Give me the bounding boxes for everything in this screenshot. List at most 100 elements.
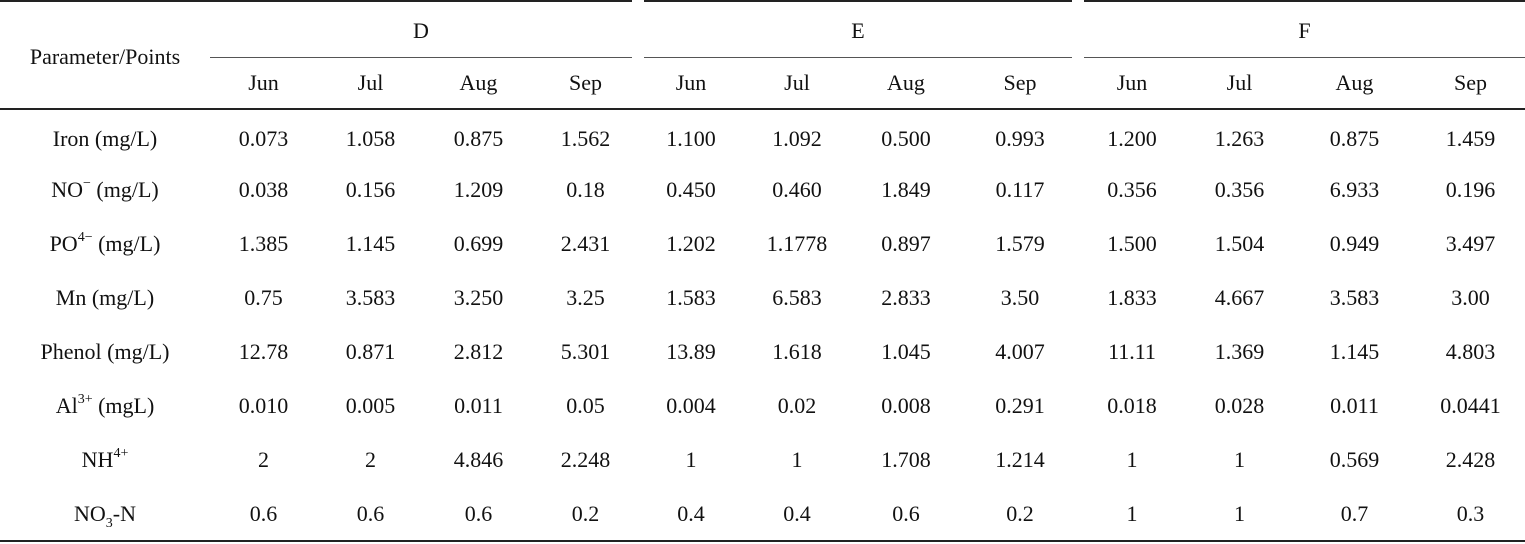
table-cell: 0.011 [454, 393, 503, 418]
table-cell: 1.145 [1329, 339, 1380, 364]
table-cell: 1.100 [666, 125, 716, 151]
table-cell: 1.579 [995, 231, 1045, 256]
table-cell: 0.05 [566, 393, 605, 418]
table-cell: 0.460 [772, 177, 822, 202]
table-cell: 0.291 [995, 393, 1045, 418]
table-cell: 1.214 [995, 447, 1045, 472]
table-cell: 3.50 [1000, 285, 1040, 310]
table-cell: 0.2 [1006, 500, 1034, 526]
table-cell: 2.812 [453, 339, 504, 364]
row-label: NH4+ [81, 445, 129, 472]
table-cell: 0.993 [995, 125, 1045, 151]
table-cell: 0.073 [238, 125, 289, 151]
table-cell: 1.369 [1214, 339, 1265, 364]
table-cell: 1 [685, 447, 697, 472]
table-cell: 6.583 [772, 285, 822, 310]
table-cell: 12.78 [238, 339, 289, 364]
group-header-e: E [632, 1, 1084, 58]
table-cell: 0.018 [1107, 393, 1157, 418]
table-cell: 1.202 [666, 231, 716, 256]
month-header: Aug [459, 69, 498, 95]
table-cell: 0.02 [777, 393, 817, 418]
table-cell: 2.431 [560, 231, 611, 256]
table-cell: 4.667 [1214, 285, 1265, 310]
month-header: Aug [1335, 69, 1374, 95]
table-cell: 1.263 [1214, 125, 1265, 151]
table-cell: 3.250 [453, 285, 504, 310]
table-cell: 4.007 [995, 339, 1045, 364]
month-header: Jul [1226, 69, 1253, 95]
table-cell: 4.846 [453, 447, 504, 472]
table-row: Mn (mg/L) 0.75 3.583 3.250 3.25 1.583 6.… [0, 271, 1525, 325]
table-cell: 1.583 [666, 285, 716, 310]
table-cell: 13.89 [666, 339, 716, 364]
table-cell: 0.3 [1456, 500, 1485, 526]
table-cell: 1.092 [772, 125, 822, 151]
table-cell: 1.200 [1107, 125, 1157, 151]
table-cell: 0.038 [238, 177, 289, 202]
table-cell: 1.209 [453, 177, 504, 202]
table-cell: 2.833 [881, 285, 931, 310]
table-row: Phenol (mg/L) 12.78 0.871 2.812 5.301 13… [0, 325, 1525, 379]
table-cell: 0.2 [571, 500, 600, 526]
table-cell: 1.500 [1107, 231, 1157, 256]
table-cell: 5.301 [560, 339, 611, 364]
table-cell: 0.875 [453, 125, 504, 151]
table-row: PO4− (mg/L) 1.385 1.145 0.699 2.431 1.20… [0, 217, 1525, 271]
row-label: Mn (mg/L) [55, 285, 155, 310]
table-cell: 0.011 [1330, 393, 1379, 418]
table-cell: 1.045 [881, 339, 931, 364]
table-cell: 0.7 [1340, 500, 1369, 526]
table-cell: 2.248 [560, 447, 611, 472]
month-header: Jul [784, 69, 810, 95]
table-cell: 0.569 [1329, 447, 1380, 472]
month-header: Jun [675, 69, 707, 95]
table-cell: 1.833 [1107, 285, 1157, 310]
table-cell: 2 [365, 447, 376, 472]
table-cell: 1.849 [881, 177, 931, 202]
table-cell: 3.497 [1445, 231, 1496, 256]
table-row: Al3+ (mgL) 0.010 0.005 0.011 0.05 0.004 … [0, 379, 1525, 433]
table-cell: 0.0441 [1440, 393, 1501, 418]
row-label: Al3+ (mgL) [55, 391, 155, 418]
month-header: Jul [357, 69, 384, 95]
table-cell: 1 [791, 447, 803, 472]
table-cell: 0.4 [677, 500, 705, 526]
group-header-f: F [1072, 1, 1525, 58]
table-cell: 0.949 [1329, 231, 1380, 256]
table-cell: 0.6 [464, 500, 493, 526]
table-cell: 0.010 [238, 393, 289, 418]
table-cell: 1.385 [238, 231, 289, 256]
table-cell: 0.871 [345, 339, 396, 364]
table-cell: 0.875 [1329, 125, 1380, 151]
table-row: NH4+ 2 2 4.846 2.248 1 1 1.708 1.214 1 1… [0, 433, 1525, 487]
table-cell: 0.005 [345, 393, 396, 418]
group-header-d: D [210, 1, 644, 58]
table-cell: 0.500 [881, 125, 931, 151]
table-cell: 1 [1234, 447, 1245, 472]
table-cell: 1 [1234, 500, 1245, 526]
table-cell: 0.028 [1214, 393, 1265, 418]
table-body: Iron (mg/L) 0.073 1.058 0.875 1.562 1.10… [0, 109, 1525, 541]
row-label: Iron (mg/L) [52, 125, 158, 151]
month-header: Jun [1116, 69, 1148, 95]
table-cell: 0.897 [881, 231, 931, 256]
month-header: Sep [1454, 69, 1487, 95]
table-cell: 0.699 [453, 231, 504, 256]
row-label: NO− (mg/L) [51, 175, 159, 202]
row-label: PO4− (mg/L) [49, 229, 161, 256]
table-cell: 0.356 [1214, 177, 1265, 202]
table-cell: 1.145 [345, 231, 396, 256]
table-row: Iron (mg/L) 0.073 1.058 0.875 1.562 1.10… [0, 109, 1525, 163]
table-cell: 0.156 [345, 177, 396, 202]
table-row: NO3-N 0.6 0.6 0.6 0.2 0.4 0.4 0.6 0.2 1 … [0, 487, 1525, 541]
table-cell: 3.583 [1329, 285, 1380, 310]
table-cell: 0.004 [666, 393, 716, 418]
month-header: Jun [248, 69, 279, 95]
table-row: NO− (mg/L) 0.038 0.156 1.209 0.18 0.450 … [0, 163, 1525, 217]
table-cell: 3.00 [1451, 285, 1490, 310]
table-cell: 6.933 [1329, 177, 1380, 202]
table-cell: 0.6 [892, 500, 920, 526]
